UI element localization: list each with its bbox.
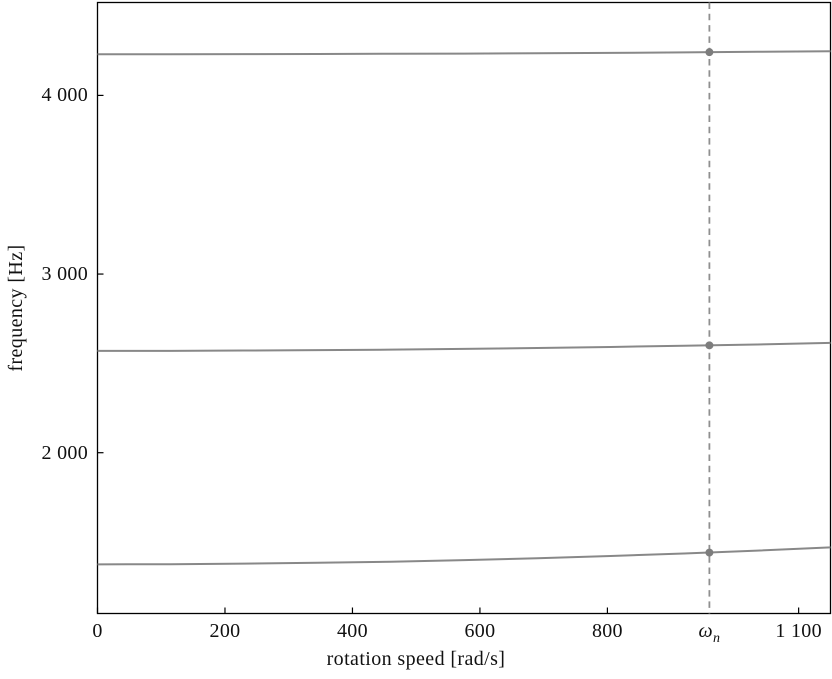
x-axis-label: rotation speed [rad/s] <box>326 648 506 670</box>
series-curve-mode-3 <box>97 50 831 56</box>
x-tick-label: 600 <box>464 620 496 642</box>
x-tick-label: 0 <box>92 620 103 642</box>
intersection-marker <box>705 48 714 57</box>
y-axis-label: frequency [Hz] <box>5 244 27 372</box>
y-tick-label: 3 000 <box>41 263 88 286</box>
plot-frame <box>96 1 832 615</box>
series-curve-mode-1 <box>97 546 831 566</box>
x-tick-label: 400 <box>337 620 368 642</box>
intersection-marker <box>705 548 714 557</box>
x-tick-label: 1 100 <box>775 620 822 642</box>
x-tick-label: 200 <box>209 620 241 642</box>
x-tick-label: 800 <box>591 620 623 642</box>
intersection-marker <box>705 341 714 350</box>
omega-n-symbol: ωn <box>698 620 721 646</box>
y-tick-label: 4 000 <box>41 84 88 107</box>
y-tick-label: 2 000 <box>41 441 88 464</box>
series-curve-mode-2 <box>97 341 831 352</box>
x-tick-label-omega-n: ωn <box>664 619 754 651</box>
